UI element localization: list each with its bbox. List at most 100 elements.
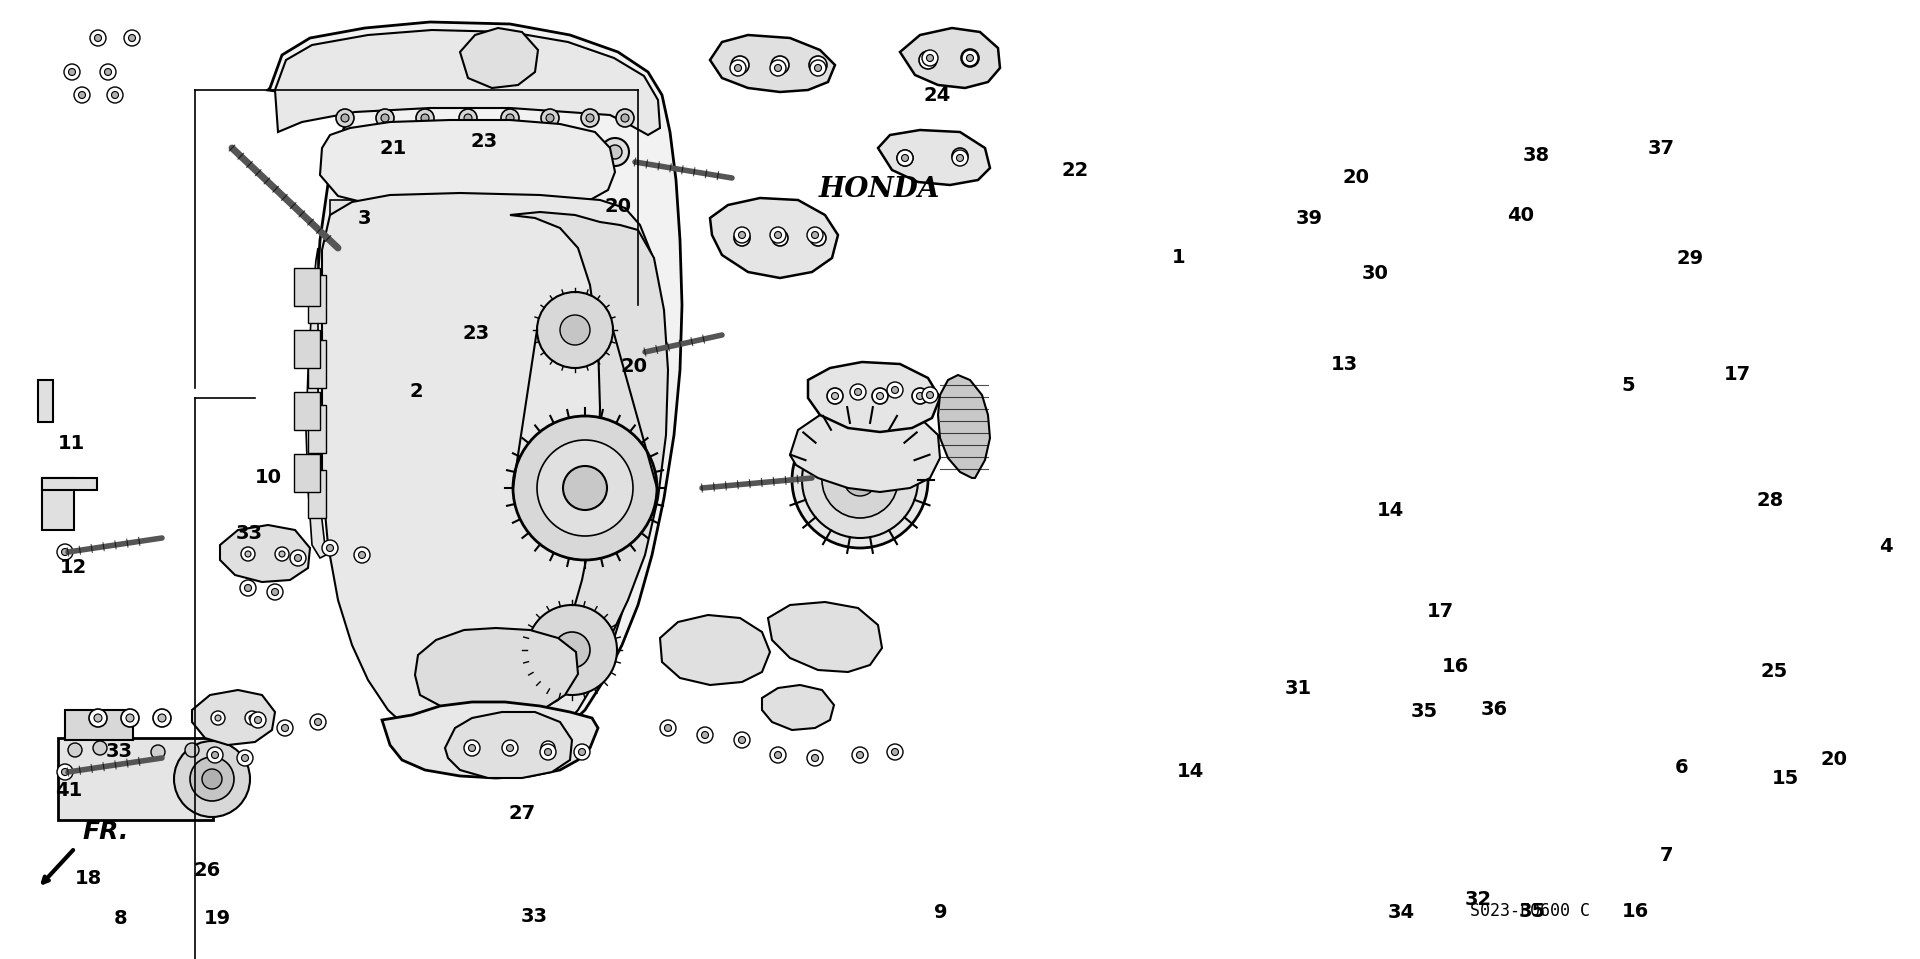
Circle shape [326,545,334,551]
Circle shape [242,755,248,761]
Circle shape [211,711,225,725]
Circle shape [814,61,822,69]
Circle shape [733,230,751,246]
Circle shape [513,416,657,560]
Circle shape [912,388,927,404]
Polygon shape [305,248,326,558]
Circle shape [468,745,474,751]
Circle shape [872,388,887,404]
Circle shape [739,231,745,239]
Circle shape [609,145,622,159]
Circle shape [250,715,255,721]
Text: 10: 10 [255,468,282,487]
Circle shape [730,60,747,76]
Bar [445,258,497,303]
Circle shape [240,580,255,596]
Circle shape [69,68,75,76]
Circle shape [465,114,472,122]
Polygon shape [269,22,682,759]
Bar [38,380,54,422]
Circle shape [501,740,518,756]
Bar [65,710,132,740]
Circle shape [891,386,899,393]
Circle shape [924,56,931,64]
Circle shape [920,51,937,69]
Circle shape [94,35,102,41]
Text: 23: 23 [470,132,497,152]
Circle shape [966,54,973,62]
Text: 35: 35 [1411,702,1438,721]
Polygon shape [511,212,668,710]
Text: 33: 33 [106,742,132,761]
Circle shape [244,584,252,592]
Circle shape [501,109,518,127]
Circle shape [61,768,69,776]
Text: 29: 29 [1676,249,1703,269]
Text: 24: 24 [924,86,950,105]
Circle shape [278,551,284,557]
Bar [307,470,326,518]
Circle shape [211,752,219,759]
Text: 17: 17 [1724,364,1751,384]
Text: 15: 15 [1772,769,1799,788]
Polygon shape [789,408,941,492]
Circle shape [507,744,513,752]
Text: HONDA: HONDA [818,176,941,203]
Text: S023-E0600 C: S023-E0600 C [1471,902,1590,920]
Circle shape [420,114,428,122]
Circle shape [956,154,964,161]
Circle shape [770,227,785,243]
Text: 38: 38 [1523,146,1549,165]
Circle shape [401,145,415,159]
Text: 32: 32 [1465,890,1492,909]
Polygon shape [877,130,991,185]
Circle shape [394,138,422,166]
Bar [307,275,326,323]
Circle shape [61,549,69,555]
Circle shape [111,91,119,99]
Circle shape [563,466,607,510]
Circle shape [897,150,914,166]
Circle shape [733,227,751,243]
Circle shape [540,744,557,760]
Circle shape [90,30,106,46]
Circle shape [922,50,939,66]
Circle shape [887,382,902,398]
Bar [330,258,382,303]
Circle shape [822,442,899,518]
Polygon shape [321,120,614,207]
Circle shape [927,391,933,399]
Text: 33: 33 [236,524,263,543]
Text: 21: 21 [380,139,407,158]
Circle shape [246,711,259,725]
Circle shape [526,605,616,695]
Bar [42,478,75,530]
Polygon shape [808,362,941,432]
Bar [294,454,321,492]
Text: 6: 6 [1674,758,1690,777]
Circle shape [465,741,478,755]
Text: 27: 27 [509,804,536,823]
Circle shape [660,720,676,736]
Circle shape [545,749,551,756]
Circle shape [952,150,968,166]
Circle shape [810,230,826,246]
Circle shape [851,384,866,400]
Circle shape [88,709,108,727]
Polygon shape [382,702,597,778]
Circle shape [772,56,789,74]
Circle shape [732,56,749,74]
Circle shape [58,544,73,560]
Text: 3: 3 [357,209,372,228]
Circle shape [276,720,294,736]
Circle shape [774,752,781,759]
Polygon shape [900,28,1000,88]
Circle shape [255,716,261,723]
Circle shape [776,61,783,69]
Text: 11: 11 [58,433,84,453]
Circle shape [501,138,530,166]
Circle shape [79,91,86,99]
Circle shape [739,235,745,242]
Text: 19: 19 [204,909,230,928]
Circle shape [697,727,712,743]
